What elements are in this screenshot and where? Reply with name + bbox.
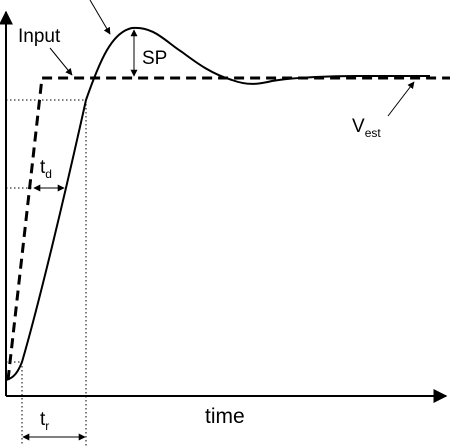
steady-state-label: Vest xyxy=(352,116,381,140)
rise-time-label: tr xyxy=(40,409,49,433)
x-axis-label: time xyxy=(205,405,245,428)
input-step-line xyxy=(6,76,450,381)
guide-lines xyxy=(6,99,87,446)
output-pointer xyxy=(89,0,111,35)
output-response-curve xyxy=(5,26,430,381)
input-pointer xyxy=(49,47,73,76)
input-label: Input xyxy=(18,26,61,47)
steady-state-pointer xyxy=(387,81,415,117)
delay-time-label: td xyxy=(40,157,52,181)
overshoot-label: SP xyxy=(142,48,167,69)
